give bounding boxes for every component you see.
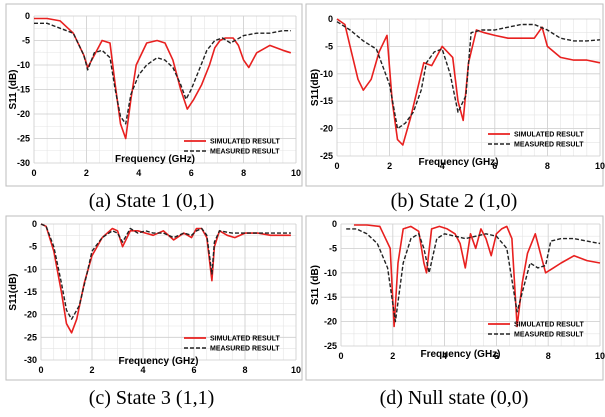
simulated-series-line — [336, 18, 601, 146]
simulated-series-line — [40, 223, 291, 334]
y-tick-label: -20 — [24, 310, 37, 320]
x-tick-label: 6 — [492, 161, 497, 171]
x-tick-label: 8 — [242, 365, 247, 375]
legend-label-simulated: SIMULATED RESULT — [514, 322, 584, 329]
chart-panel-d: 0 -5 -10 -15 -20 -25 0 2 4 6 8 10 Frequency (GHz) S11… — [303, 212, 605, 417]
y-tick-label: -5 — [22, 36, 30, 46]
x-tick-label: 0 — [31, 168, 36, 178]
x-axis-label: Frequency (GHz) — [418, 157, 498, 168]
simulated-series-line — [34, 17, 292, 140]
x-tick-label: 2 — [89, 365, 94, 375]
x-tick-label: 4 — [440, 161, 445, 171]
x-tick-label: 10 — [595, 351, 605, 361]
x-tick-label: 6 — [191, 365, 196, 375]
measured-series-line — [346, 228, 601, 323]
chart-caption-c: (c) State 3 (1,1) — [88, 387, 215, 409]
y-tick-label: 0 — [332, 219, 337, 229]
legend-label-measured: MEASURED RESULT — [514, 332, 584, 339]
legend-label-simulated: SIMULATED RESULT — [514, 132, 584, 139]
chart-panel-a: 0 -5 -10 -15 -20 -25 -30 0 2 4 6 8 10 Frequency (GHz)… — [0, 0, 303, 217]
x-tick-label: 2 — [84, 168, 89, 178]
y-axis-label: S11(dB) — [8, 273, 19, 310]
x-tick-label: 2 — [387, 161, 392, 171]
y-axis-label: S11(dB) — [310, 69, 321, 106]
x-tick-label: 4 — [442, 351, 447, 361]
simulated-series-line — [354, 224, 601, 328]
legend-label-measured: MEASURED RESULT — [210, 346, 280, 353]
chart-caption-b: (b) State 2 (1,0) — [390, 190, 518, 212]
y-tick-label: -30 — [24, 355, 37, 365]
y-tick-label: 0 — [25, 11, 30, 21]
y-tick-label: -20 — [17, 109, 30, 119]
y-tick-label: -10 — [324, 268, 337, 278]
legend-label-measured: MEASURED RESULT — [210, 149, 280, 156]
x-tick-label: 2 — [390, 351, 395, 361]
x-tick-label: 4 — [140, 365, 145, 375]
legend-label-simulated: SIMULATED RESULT — [210, 139, 280, 146]
x-tick-label: 0 — [338, 351, 343, 361]
y-tick-label: -10 — [17, 60, 30, 70]
chart-panel-b: 0 -5 -10 -15 -20 -25 0 2 4 6 8 10 Frequency (GHz) S11… — [303, 0, 605, 217]
x-tick-label: 6 — [189, 168, 194, 178]
x-tick-label: 10 — [595, 161, 605, 171]
y-tick-label: -20 — [324, 317, 337, 327]
legend-label-simulated: SIMULATED RESULT — [210, 336, 280, 343]
measured-series-line — [40, 223, 291, 320]
y-axis-label: S11 (dB) — [310, 265, 321, 305]
x-tick-label: 6 — [494, 351, 499, 361]
x-axis-label: Frequency (GHz) — [115, 154, 195, 165]
y-tick-label: -15 — [17, 85, 30, 95]
legend-label-measured: MEASURED RESULT — [514, 142, 584, 149]
measured-series-line — [34, 22, 291, 125]
chart-caption-d: (d) Null state (0,0) — [379, 387, 529, 409]
y-tick-label: -15 — [24, 287, 37, 297]
x-tick-label: 8 — [545, 161, 550, 171]
x-tick-label: 8 — [241, 168, 246, 178]
y-tick-label: -5 — [325, 41, 333, 51]
y-axis-label: S11 (dB) — [8, 69, 19, 109]
y-tick-label: -25 — [17, 134, 30, 144]
y-tick-label: -25 — [320, 151, 333, 161]
y-tick-label: -5 — [29, 242, 37, 252]
y-tick-label: 0 — [32, 219, 37, 229]
x-tick-label: 0 — [38, 365, 43, 375]
chart-panel-c: 0 -5 -10 -15 -20 -25 -30 0 2 4 6 8 10 Frequency (GHz)… — [0, 212, 303, 417]
y-tick-label: 0 — [328, 14, 333, 24]
x-tick-label: 4 — [136, 168, 141, 178]
x-tick-label: 8 — [546, 351, 551, 361]
x-tick-label: 10 — [291, 168, 301, 178]
y-tick-label: -15 — [320, 96, 333, 106]
y-tick-label: -15 — [324, 292, 337, 302]
y-tick-label: -25 — [24, 332, 37, 342]
x-tick-label: 0 — [334, 161, 339, 171]
y-tick-label: -30 — [17, 158, 30, 168]
measured-series-line — [336, 21, 601, 130]
chart-frame — [5, 215, 303, 381]
y-tick-label: -10 — [24, 264, 37, 274]
chart-frame — [305, 215, 604, 381]
chart-caption-a: (a) State 1 (0,1) — [88, 190, 215, 212]
y-tick-label: -5 — [329, 243, 337, 253]
y-tick-label: -25 — [324, 341, 337, 351]
y-tick-label: -10 — [320, 69, 333, 79]
x-tick-label: 10 — [291, 365, 301, 375]
x-axis-label: Frequency (GHz) — [420, 349, 500, 360]
x-axis-label: Frequency (GHz) — [118, 356, 198, 367]
chart-frame — [5, 3, 303, 187]
y-tick-label: -20 — [320, 124, 333, 134]
